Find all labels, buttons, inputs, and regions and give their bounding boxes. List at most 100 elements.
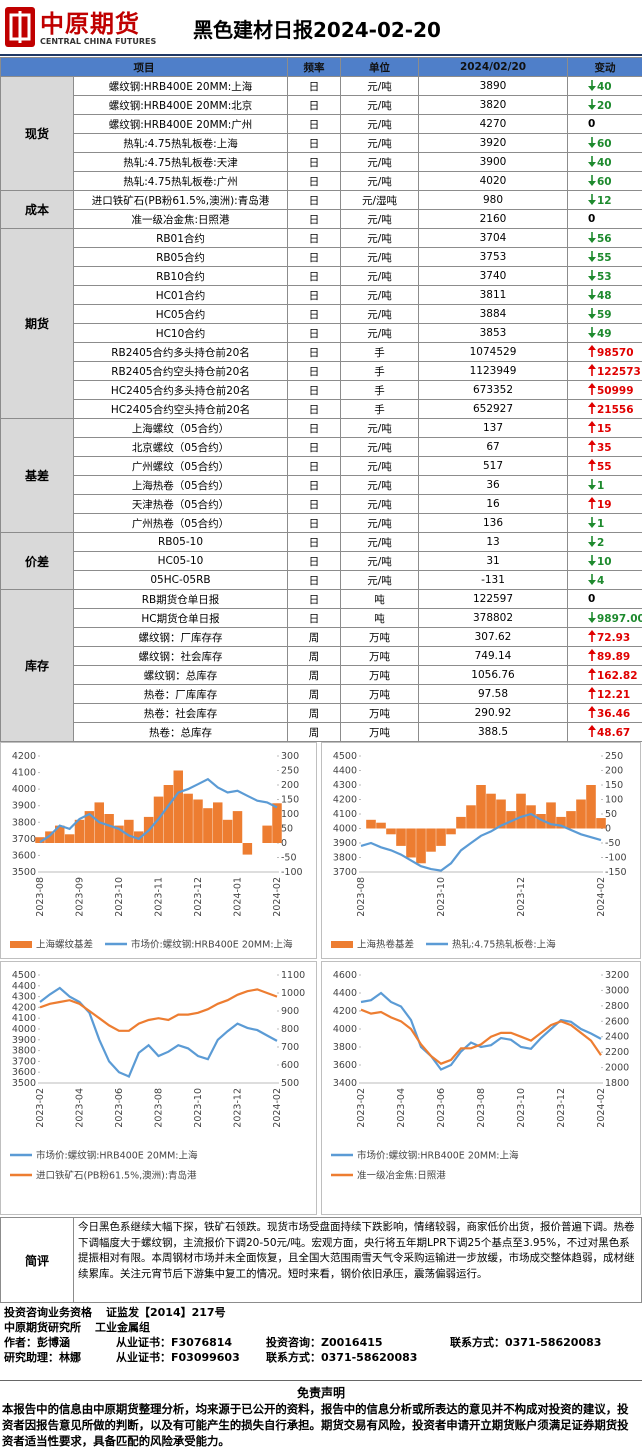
cell-freq: 日 xyxy=(287,418,341,438)
cell-value: 980 xyxy=(418,190,568,210)
cell-freq: 日 xyxy=(287,285,341,305)
x-tick-label: 2024-02 xyxy=(596,877,607,917)
cell-unit: 元/吨 xyxy=(340,304,419,324)
cell-change: 40 xyxy=(567,152,642,172)
cell-freq: 周 xyxy=(287,646,341,666)
y-tick-label: 4500 xyxy=(12,970,36,981)
legend-label: 上海螺纹基差 xyxy=(36,939,93,951)
cell-value: 31 xyxy=(418,551,568,571)
trend-arrow xyxy=(588,574,596,585)
bar xyxy=(55,825,65,843)
x-tick-label: 2023-04 xyxy=(75,1088,86,1128)
cell-unit: 元/吨 xyxy=(340,247,419,267)
bar xyxy=(64,834,75,843)
cell-freq: 日 xyxy=(287,570,341,590)
change-value: 35 xyxy=(597,442,612,454)
trend-arrow xyxy=(588,194,596,205)
table-row: 热卷：社会库存周万吨 290.92 36.46 xyxy=(1,703,642,723)
cell-unit: 手 xyxy=(340,399,419,419)
arrow-head xyxy=(588,257,596,262)
footer-line: 研究助理：林娜 从业证书：F03099603 联系方式：0371-58620083 xyxy=(4,1349,417,1365)
y-tick-label: 4300 xyxy=(12,992,36,1003)
cell-value: 307.62 xyxy=(418,627,568,647)
trend-arrow xyxy=(588,289,596,300)
panel-border xyxy=(0,742,317,959)
bar xyxy=(376,822,386,829)
cell-freq: 周 xyxy=(287,627,341,647)
y-tick-label: 3600 xyxy=(333,1060,357,1071)
cell-change: 9897.00 xyxy=(567,608,642,628)
y-tick-label: 4000 xyxy=(333,1024,357,1035)
footer-text: 中原期货研究所 xyxy=(4,1321,81,1334)
bar xyxy=(124,819,134,843)
cell-change: 98570 xyxy=(567,342,642,362)
change-value: 36.46 xyxy=(597,708,631,720)
y-tick-label: 3700 xyxy=(12,834,36,845)
cell-unit: 元/吨 xyxy=(340,494,419,514)
change-value: 59 xyxy=(597,309,612,321)
trend-arrow xyxy=(588,687,596,699)
table-row: RB2405合约空头持仓前20名日手 1123949 122573 xyxy=(1,361,642,381)
cell-freq: 日 xyxy=(287,190,341,210)
bar xyxy=(416,828,426,864)
arrow-head xyxy=(588,459,596,464)
table-row: 热卷：厂库库存周万吨 97.58 12.21 xyxy=(1,684,642,704)
cell-change: 53 xyxy=(567,266,642,286)
cell-item: 螺纹钢:HRB400E 20MM:上海 xyxy=(73,76,288,96)
column-header: 项目 xyxy=(0,57,288,77)
x-tick-label: 2023-04 xyxy=(396,1088,407,1128)
cell-unit: 元/吨 xyxy=(340,209,419,229)
change-value: 1 xyxy=(597,518,605,530)
y2-tick-label: 900 xyxy=(281,1006,299,1017)
cell-change: 1 xyxy=(567,513,642,533)
legend-label: 热轧:4.75热轧板卷:上海 xyxy=(452,939,556,951)
x-tick-label: 2023-02 xyxy=(356,1088,367,1128)
logo-icon xyxy=(5,7,35,47)
cell-unit: 吨 xyxy=(340,608,419,628)
cell-item: 热卷：总库存 xyxy=(73,722,288,742)
bar xyxy=(203,808,213,843)
cell-unit: 元/吨 xyxy=(340,532,419,552)
arrow-head xyxy=(588,333,596,338)
y-tick-label: 4000 xyxy=(333,824,357,835)
cell-unit: 万吨 xyxy=(340,703,419,723)
cell-value: -131 xyxy=(418,570,568,590)
cell-change: 0 xyxy=(567,209,642,229)
cell-unit: 元/吨 xyxy=(340,171,419,191)
cell-freq: 日 xyxy=(287,589,341,609)
cell-change: 19 xyxy=(567,494,642,514)
table-row: 库存 RB期货仓单日报日吨 122597 0 xyxy=(0,589,642,742)
footer-text: 从业证书：F03099603 xyxy=(116,1351,240,1364)
cell-item: HC05-10 xyxy=(73,551,288,571)
y2-tick-label: 250 xyxy=(281,766,299,777)
column-header: 频率 xyxy=(287,57,341,77)
legend-label: 市场价:螺纹钢:HRB400E 20MM:上海 xyxy=(131,939,293,951)
change-value: 10 xyxy=(597,556,612,568)
cell-item: HC2405合约空头持仓前20名 xyxy=(73,399,288,419)
chart-panel: 3700 3800 3900 4000 4100 4200 4300 4400 4500 -150… xyxy=(321,742,641,959)
change-value: 21556 xyxy=(597,404,634,416)
cell-value: 290.92 xyxy=(418,703,568,723)
table-row: HC05-10 日元/吨 31 10 xyxy=(1,551,642,571)
trend-arrow xyxy=(588,479,596,490)
y-tick-label: 3600 xyxy=(12,1067,36,1078)
cell-freq: 日 xyxy=(287,380,341,400)
bar xyxy=(173,770,183,843)
x-tick-label: 2023-11 xyxy=(154,877,165,917)
bar xyxy=(386,828,396,835)
cell-unit: 元/吨 xyxy=(340,551,419,571)
cell-change: 21556 xyxy=(567,399,642,419)
bar xyxy=(496,799,506,829)
cell-item: RB2405合约多头持仓前20名 xyxy=(73,342,288,362)
bar xyxy=(262,825,272,843)
y-tick-label: 3900 xyxy=(333,838,357,849)
table-row: 05HC-05RB 日元/吨 -131 4 xyxy=(1,570,642,590)
legend-label: 市场价:螺纹钢:HRB400E 20MM:上海 xyxy=(357,1150,519,1162)
table-header: 项目 频率 单位 2024/02/20 变动 xyxy=(0,57,642,77)
arrow-head xyxy=(588,649,596,654)
cell-unit: 元/吨 xyxy=(340,475,419,495)
cell-unit: 元/吨 xyxy=(340,76,419,96)
cell-value: 36 xyxy=(418,475,568,495)
cell-change: 12 xyxy=(567,190,642,210)
cell-unit: 万吨 xyxy=(340,665,419,685)
